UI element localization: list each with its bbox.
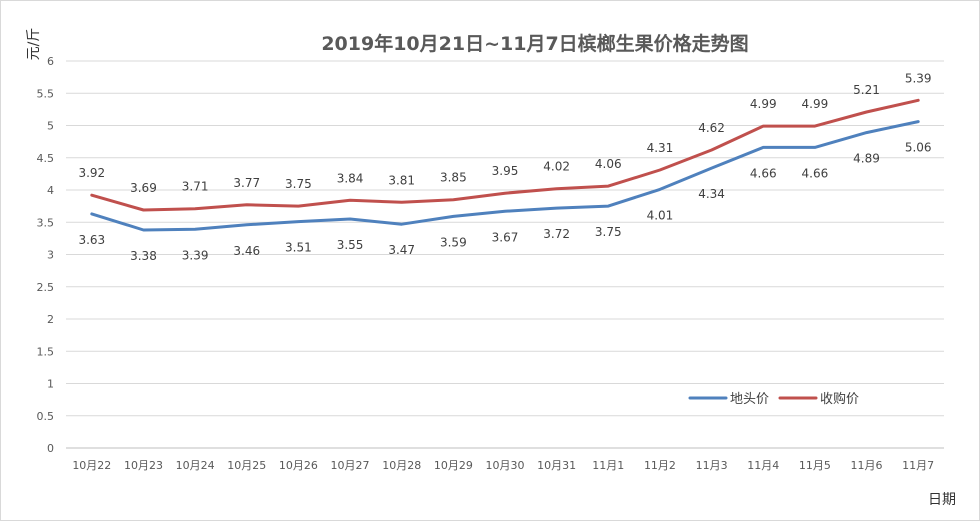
y-tick-label: 3.5 [37,216,55,229]
y-tick-label: 2.5 [37,281,55,294]
data-label: 3.71 [182,180,209,194]
data-label: 3.59 [440,235,467,249]
x-tick-label: 10月23 [124,459,163,472]
series-line-2 [90,98,920,212]
x-tick-label: 10月31 [537,459,576,472]
data-label: 5.06 [905,141,932,155]
data-label: 3.75 [595,225,622,239]
y-axis-label: 元/斤 [26,28,42,61]
data-label: 3.38 [130,249,157,263]
data-label: 4.06 [595,157,622,171]
data-label: 5.39 [905,71,932,85]
data-label: 3.72 [543,227,570,241]
data-label: 4.89 [853,152,880,166]
data-label: 3.47 [388,243,415,257]
data-label: 3.55 [337,238,364,252]
data-label: 3.69 [130,181,157,195]
data-label: 3.77 [233,176,260,190]
data-label: 3.39 [182,248,209,262]
series-lines [90,98,920,232]
data-label: 4.02 [543,160,570,174]
data-label: 3.67 [492,230,519,244]
data-label: 4.66 [750,166,777,180]
x-tick-label: 11月2 [644,459,676,472]
x-tick-label: 11月5 [799,459,831,472]
y-tick-label: 5 [47,120,54,133]
x-tick-labels: 10月22 10月23 10月24 10月25 10月26 10月27 10月28 10月29… [72,459,934,472]
x-tick-label: 10月24 [176,459,215,472]
x-tick-label: 10月29 [434,459,473,472]
data-label: 4.01 [647,208,674,222]
data-label: 3.63 [78,233,105,247]
x-tick-label: 10月27 [331,459,370,472]
data-label: 3.95 [492,164,519,178]
y-tick-label: 1 [47,378,54,391]
y-tick-label: 3 [47,249,54,262]
x-tick-label: 10月28 [382,459,421,472]
data-label: 4.62 [698,121,725,135]
y-tick-label: 0 [47,442,54,455]
x-tick-label: 11月4 [747,459,779,472]
data-label: 4.99 [750,97,777,111]
gridlines [66,60,944,449]
x-tick-label: 10月26 [279,459,318,472]
legend-label: 地头价 [730,392,769,407]
data-label: 4.34 [698,187,725,201]
legend-label: 收购价 [820,391,859,407]
data-label: 5.21 [853,83,880,97]
y-tick-labels: 0 0.5 1 1.5 2 2.5 3 3.5 4 4.5 5 5.5 6 [37,55,55,455]
chart-title: 2019年10月21日~11月7日槟榔生果价格走势图 [321,32,748,55]
x-tick-label: 11月7 [902,459,934,472]
data-label: 3.85 [440,171,467,185]
y-tick-label: 6 [47,55,54,68]
y-tick-label: 4.5 [37,152,55,165]
data-labels: 3.63 3.38 3.39 3.46 3.51 3.55 3.47 3.59 3.67 3.72… [78,71,931,263]
x-tick-label: 10月22 [72,459,111,472]
series-line-1 [90,120,920,232]
data-label: 3.46 [233,244,260,258]
y-tick-label: 4 [47,184,54,197]
data-label: 3.51 [285,241,312,255]
data-label: 4.31 [647,141,674,155]
y-tick-label: 1.5 [37,345,55,358]
data-label: 3.81 [388,173,415,187]
data-label: 4.99 [802,97,829,111]
x-tick-label: 11月1 [592,459,624,472]
data-label: 3.92 [78,166,105,180]
x-tick-label: 11月3 [696,459,728,472]
x-tick-label: 10月25 [227,459,266,472]
x-tick-label: 11月6 [851,459,883,472]
data-label: 3.75 [285,177,312,191]
x-axis-label: 日期 [928,492,956,508]
x-tick-label: 10月30 [486,459,525,472]
data-label: 3.84 [337,171,364,185]
y-tick-label: 0.5 [37,410,55,423]
legend: 地头价 收购价 [688,391,859,407]
y-tick-label: 5.5 [37,87,55,100]
y-tick-label: 2 [47,313,54,326]
data-label: 4.66 [802,166,829,180]
